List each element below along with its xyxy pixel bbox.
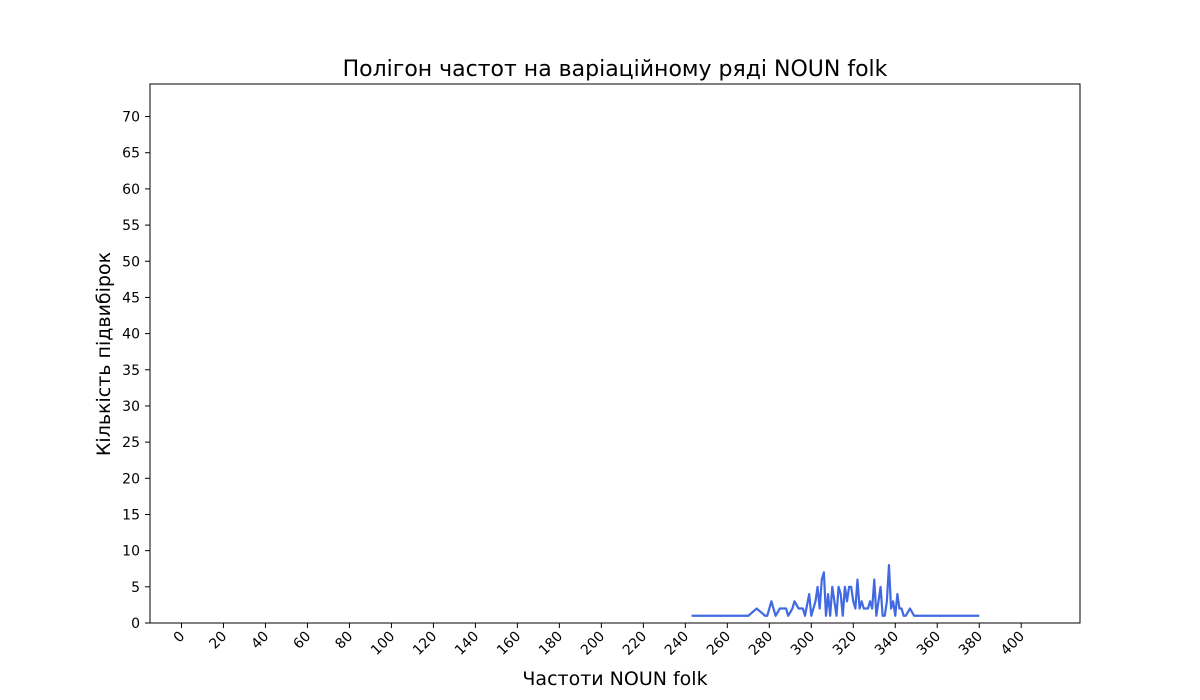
x-tick-label: 140: [452, 629, 482, 659]
x-tick-label: 40: [248, 629, 272, 653]
y-tick-label: 55: [122, 218, 140, 234]
y-tick-label: 35: [122, 363, 140, 379]
x-axis-label: Частоти NOUN folk: [522, 668, 707, 690]
plot-frame: [149, 83, 1081, 624]
x-tick-label: 100: [368, 629, 398, 659]
x-tick-label: 360: [914, 629, 944, 659]
chart-title: Полігон частот на варіаційному ряді NOUN…: [343, 57, 888, 82]
y-tick-label: 50: [122, 254, 140, 270]
y-tick-label: 70: [122, 110, 140, 126]
x-tick-label: 240: [662, 629, 692, 659]
y-tick-label: 20: [122, 471, 140, 487]
y-tick-label: 60: [122, 182, 140, 198]
x-tick-label: 340: [872, 629, 902, 659]
x-tick-label: 20: [206, 629, 230, 653]
y-tick-label: 25: [122, 435, 140, 451]
x-tick-label: 280: [746, 629, 776, 659]
x-tick-label: 380: [956, 629, 986, 659]
x-tick-label: 320: [830, 629, 860, 659]
x-tick-label: 120: [410, 629, 440, 659]
x-tick-label: 180: [536, 629, 566, 659]
x-tick-label: 400: [998, 629, 1028, 659]
x-tick-label: 160: [494, 629, 524, 659]
x-tick-label: 80: [332, 629, 356, 653]
y-tick-label: 45: [122, 290, 140, 306]
y-tick-label: 15: [122, 507, 140, 523]
series-line: [691, 564, 980, 617]
x-tick-label: 220: [620, 629, 650, 659]
x-tick-label: 60: [290, 629, 314, 653]
x-tick-label: 200: [578, 629, 608, 659]
y-tick-label: 5: [131, 580, 140, 596]
y-tick-label: 10: [122, 544, 140, 560]
y-tick-label: 0: [131, 616, 140, 632]
y-tick-label: 40: [122, 327, 140, 343]
plot-area: 0 20 40 60 80 100 120 140 160 180 200 220 240 260 280 3…: [122, 83, 1081, 659]
x-tick-label: 300: [788, 629, 818, 659]
y-tick-label: 65: [122, 146, 140, 162]
x-tick-label: 0: [171, 629, 189, 647]
x-tick-label: 260: [704, 629, 734, 659]
y-axis-label: Кількість підвибірок: [93, 252, 115, 456]
y-tick-label: 30: [122, 399, 140, 415]
